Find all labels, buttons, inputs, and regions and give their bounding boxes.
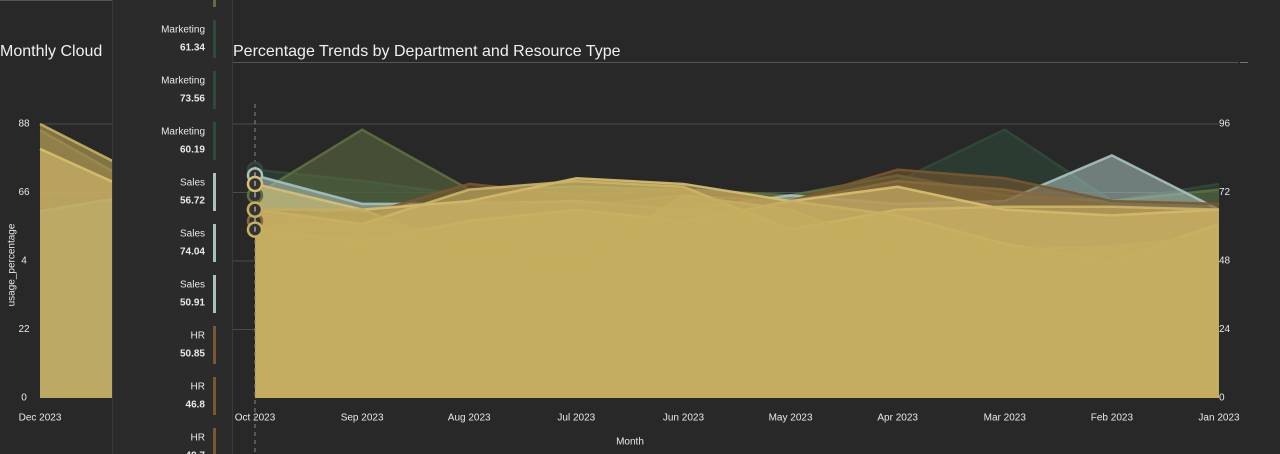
tooltip-label: Marketing bbox=[161, 127, 205, 138]
tooltip-label: Sales bbox=[180, 178, 205, 189]
area bbox=[40, 198, 112, 398]
y-tick-label: 0 bbox=[21, 393, 27, 404]
tooltip-value: 61.34 bbox=[180, 43, 205, 54]
left-chart: 0 22 4 66 88 Dec 2023 Monthly Cloud usage_perce… bbox=[0, 43, 112, 424]
tooltip-swatch bbox=[213, 122, 216, 160]
tooltip-swatch bbox=[213, 173, 216, 211]
tooltip-value: 49.7 bbox=[186, 451, 206, 454]
y-tick-label: 48 bbox=[1219, 256, 1231, 267]
x-tick-label: Jul 2023 bbox=[557, 413, 595, 424]
plot bbox=[233, 123, 1219, 399]
tooltip-label: HR bbox=[191, 331, 205, 342]
tooltip-label: HR bbox=[191, 433, 205, 444]
tooltip-swatch bbox=[213, 224, 216, 262]
y-tick-label: 4 bbox=[21, 256, 27, 267]
tooltip-label: Marketing bbox=[161, 25, 205, 36]
line bbox=[39, 122, 112, 163]
tooltip-swatch bbox=[213, 275, 216, 313]
tooltip-value: 50.85 bbox=[180, 349, 205, 360]
tooltip-label: Sales bbox=[180, 280, 205, 291]
area bbox=[255, 195, 1219, 398]
y-tick-label: 0 bbox=[1219, 393, 1225, 404]
tooltip-swatch bbox=[213, 0, 216, 7]
tooltip-swatch bbox=[213, 20, 216, 58]
tooltip-label: Marketing bbox=[161, 76, 205, 87]
tooltip-swatch bbox=[213, 377, 216, 415]
x-tick-label: Dec 2023 bbox=[19, 413, 62, 424]
tooltip-swatch bbox=[213, 326, 216, 364]
x-tick-label: Aug 2023 bbox=[448, 413, 491, 424]
tooltip-panel bbox=[112, 0, 233, 454]
chart-title: Monthly Cloud bbox=[0, 43, 102, 60]
x-tick-label: Jan 2023 bbox=[1198, 413, 1240, 424]
y-axis-label: usage_percentage bbox=[7, 223, 18, 306]
tooltip-value: 46.8 bbox=[186, 400, 206, 411]
y-tick-label: 72 bbox=[1219, 187, 1231, 198]
x-tick-label: Jun 2023 bbox=[663, 413, 705, 424]
x-tick-label: Feb 2023 bbox=[1091, 413, 1134, 424]
tooltip-value: 50.91 bbox=[180, 298, 205, 309]
tooltip-swatch bbox=[213, 71, 216, 109]
x-tick-label: Mar 2023 bbox=[984, 413, 1027, 424]
tooltip-value: 56.72 bbox=[180, 196, 205, 207]
x-tick-label: Apr 2023 bbox=[877, 413, 918, 424]
x-tick-label: Sep 2023 bbox=[341, 413, 384, 424]
x-axis-label: Month bbox=[616, 437, 644, 448]
y-tick-label: 88 bbox=[18, 119, 30, 130]
tooltip-value: 74.04 bbox=[180, 247, 205, 258]
tooltip-value: 73.56 bbox=[180, 94, 205, 105]
tooltip-label: HR bbox=[191, 382, 205, 393]
line bbox=[39, 147, 112, 183]
chart-title: Percentage Trends by Department and Reso… bbox=[233, 43, 621, 60]
line bbox=[39, 197, 112, 213]
tooltip-value: 48.4 bbox=[186, 0, 206, 3]
plot bbox=[39, 122, 112, 398]
y-tick-label: 22 bbox=[18, 324, 30, 335]
x-tick-label: May 2023 bbox=[769, 413, 813, 424]
tooltip: 48.4 Marketing 61.34 Marketing 73.56 Marketin… bbox=[112, 0, 233, 454]
line bbox=[255, 194, 1219, 266]
tooltip-value: 60.19 bbox=[180, 145, 205, 156]
tooltip-label: Sales bbox=[180, 229, 205, 240]
tooltip-swatch bbox=[213, 428, 216, 454]
y-tick-label: 96 bbox=[1219, 119, 1231, 130]
y-tick-label: 66 bbox=[18, 187, 30, 198]
y-tick-label: 24 bbox=[1219, 324, 1231, 335]
